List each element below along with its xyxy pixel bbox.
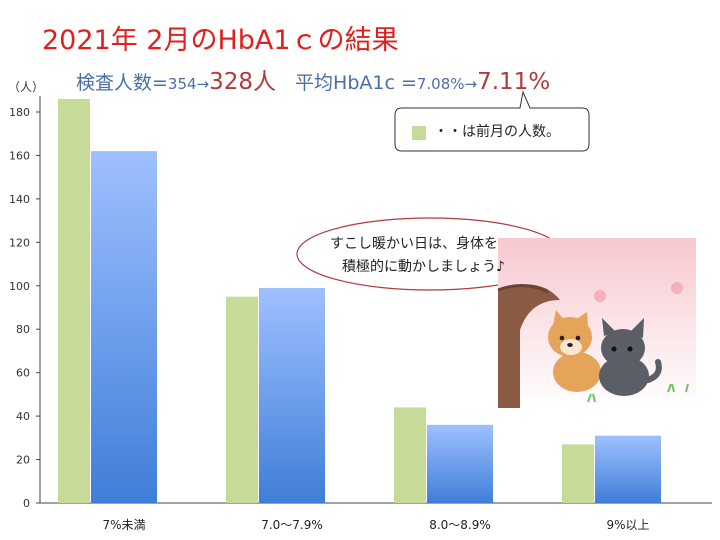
x-category-label: 7%未満 [102, 518, 145, 532]
y-tick-label: 100 [9, 280, 30, 293]
bar-previous-month [58, 98, 90, 503]
bar-previous-month [226, 296, 258, 503]
y-tick-label: 20 [16, 454, 30, 467]
legend-swatch-previous-month [412, 126, 426, 140]
summary-count-current: 328人 [209, 69, 277, 95]
summary-avg-label: 平均HbA1c = [276, 72, 417, 94]
summary-avg-previous: 7.08%→ [416, 75, 478, 93]
x-category-label: 9%以上 [606, 518, 649, 532]
y-tick-label: 0 [23, 497, 30, 510]
legend-callout [394, 90, 590, 152]
bar-current-month [91, 151, 157, 503]
y-axis-unit-label: （人） [8, 80, 45, 94]
bar-current-month [427, 424, 493, 503]
bar-current-month [259, 287, 325, 503]
y-tick-label: 80 [16, 323, 30, 336]
legend-note-text: ・・は前月の人数。 [434, 124, 560, 140]
x-category-label: 7.0〜7.9% [261, 518, 323, 532]
chart-category-labels: 7%未満 7.0〜7.9% 8.0〜8.9% 9%以上 [102, 518, 649, 532]
summary-line: 検査人数=354→328人 平均HbA1c =7.08%→7.11% [76, 62, 550, 96]
summary-count-label: 検査人数= [76, 72, 168, 94]
summary-count-previous: 354→ [167, 75, 210, 93]
y-tick-label: 40 [16, 410, 30, 423]
cats-under-cherry-tree-illustration [497, 238, 696, 408]
y-tick-label: 140 [9, 193, 30, 206]
advice-line-2: 積極的に動かしましょう♪ [342, 259, 505, 275]
y-tick-label: 160 [9, 149, 30, 162]
bar-previous-month [562, 444, 594, 503]
y-tick-label: 60 [16, 367, 30, 380]
advice-line-1: すこし暖かい日は、身体を [330, 236, 498, 252]
bar-previous-month [394, 407, 426, 503]
y-tick-label: 180 [9, 106, 30, 119]
x-category-label: 8.0〜8.9% [429, 518, 491, 532]
y-tick-label: 120 [9, 236, 30, 249]
summary-avg-current: 7.11% [477, 69, 551, 95]
chart-ticks: 0 20 40 60 80 100 120 140 160 180 [9, 106, 40, 510]
bar-current-month [595, 435, 661, 503]
chart-bars [58, 98, 661, 503]
page-title: 2021年 2月のHbA1ｃの結果 [42, 25, 399, 56]
